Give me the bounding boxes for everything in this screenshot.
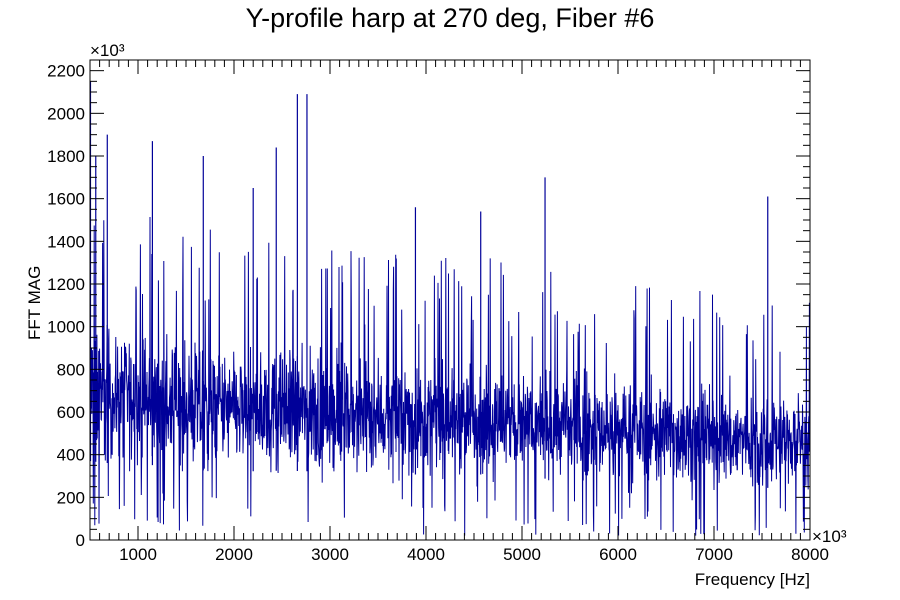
- x-tick-label: 1000: [119, 545, 157, 564]
- y-tick-label: 1200: [47, 275, 85, 294]
- x-tick-label: 7000: [695, 545, 733, 564]
- plot-frame: [89, 59, 811, 541]
- fft-trace: [89, 217, 811, 536]
- y-tick-label: 2000: [47, 104, 85, 123]
- x-tick-label: 6000: [599, 545, 637, 564]
- x-tick-label: 8000: [791, 545, 829, 564]
- y-tick-label: 1800: [47, 147, 85, 166]
- axis-ticks: 1000 2000 3000 4000 5000 6000 7000 8000 0 200 400 6…: [47, 59, 829, 564]
- y-tick-label: 400: [57, 446, 85, 465]
- y-axis-label: FFT MAG: [25, 266, 44, 340]
- y-tick-label: 2200: [47, 62, 85, 81]
- y-tick-label: 600: [57, 403, 85, 422]
- x-tick-label: 3000: [311, 545, 349, 564]
- x-multiplier-label: ×10³: [812, 527, 847, 546]
- y-multiplier-label: ×10³: [90, 41, 125, 60]
- fft-series: [89, 81, 811, 536]
- y-tick-label: 200: [57, 488, 85, 507]
- x-axis-label: Frequency [Hz]: [695, 570, 810, 589]
- y-tick-label: 1600: [47, 190, 85, 209]
- x-tick-label: 2000: [215, 545, 253, 564]
- x-tick-label: 4000: [407, 545, 445, 564]
- y-tick-label: 0: [76, 531, 85, 550]
- chart-title: Y-profile harp at 270 deg, Fiber #6: [246, 3, 655, 33]
- y-tick-label: 1400: [47, 232, 85, 251]
- y-tick-label: 1000: [47, 318, 85, 337]
- y-tick-label: 800: [57, 360, 85, 379]
- x-tick-label: 5000: [503, 545, 541, 564]
